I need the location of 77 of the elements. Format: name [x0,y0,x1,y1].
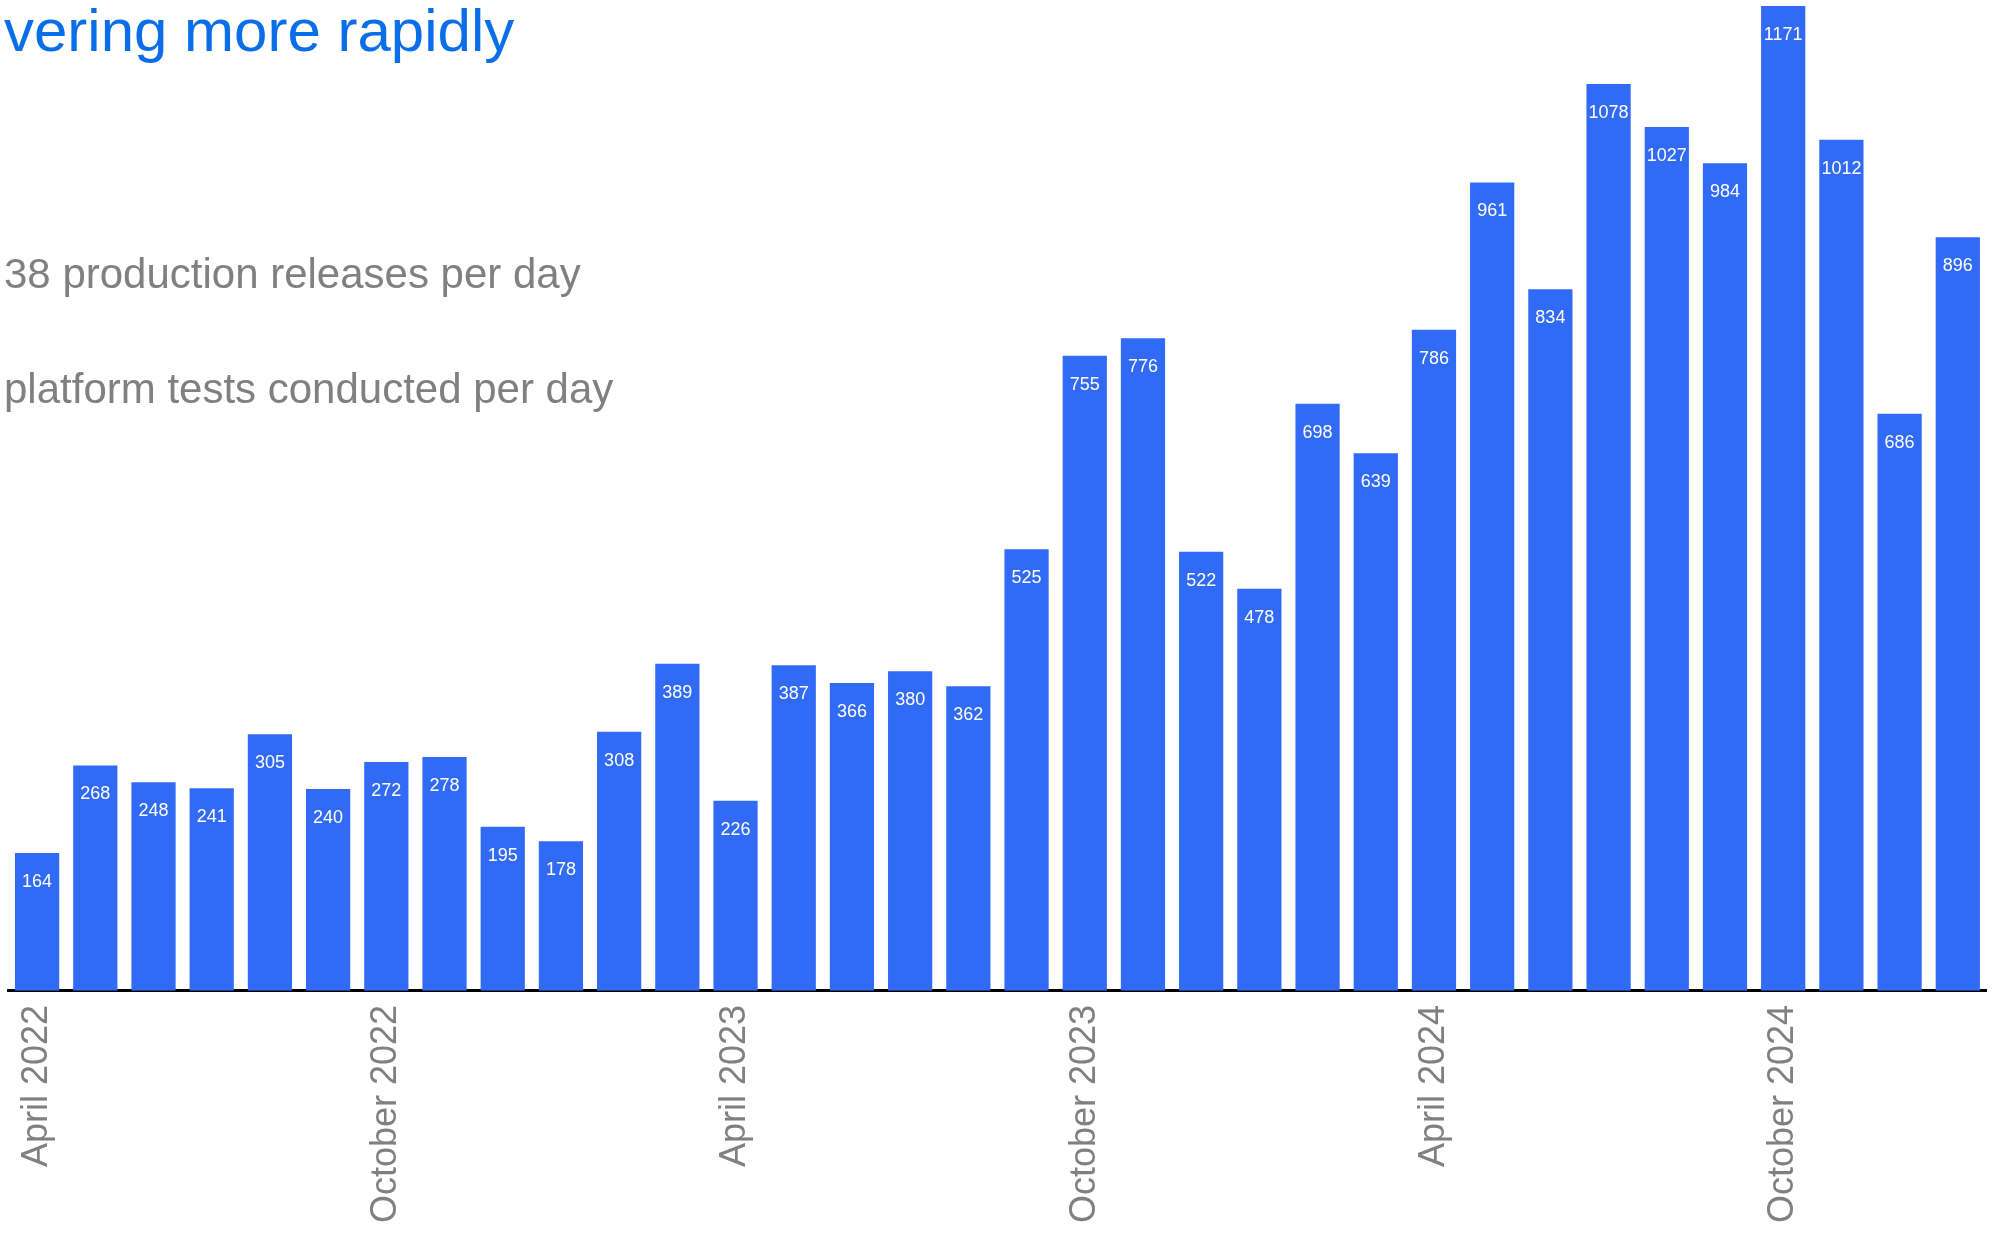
data-label: 268 [80,783,111,804]
data-label: 522 [1186,569,1217,590]
bar [713,800,758,991]
data-label: 380 [895,689,926,710]
data-label: 272 [371,780,402,801]
bar [1004,549,1049,991]
bar [1120,338,1166,991]
bar [1411,329,1457,991]
data-label: 248 [138,800,169,821]
data-label: 308 [604,749,635,770]
x-tick-label: October 2022 [363,1004,405,1224]
bar [1353,453,1398,991]
data-label: 984 [1709,181,1741,202]
bar [73,765,118,991]
bar [1295,403,1340,991]
data-label: 387 [778,683,809,704]
bar [306,788,351,991]
bar [1877,413,1922,991]
data-label: 366 [836,700,867,721]
bar [1761,5,1806,991]
data-label: 1078 [1588,102,1629,123]
data-label: 786 [1418,347,1449,368]
x-tick-label: October 2024 [1760,1004,1802,1224]
chart-title: vering more rapidly [4,0,515,65]
bar [247,734,293,991]
bar [655,663,700,991]
bar [364,762,409,991]
bar [597,731,642,991]
bar [1062,355,1107,991]
data-label: 834 [1535,307,1566,328]
bar [480,826,525,991]
bar [946,686,991,991]
data-label: 698 [1302,421,1333,442]
bar [1470,182,1515,991]
data-label: 525 [1011,567,1042,588]
data-label: 164 [22,870,53,891]
data-label: 226 [720,818,751,839]
data-label: 195 [487,844,518,865]
bar [14,852,60,991]
data-label: 389 [662,681,693,702]
x-tick-label: April 2023 [712,1004,754,1167]
x-tick-label: April 2024 [1410,1004,1452,1167]
annotation: 38 production releases per day [4,250,581,298]
data-label: 896 [1942,255,1973,276]
bar [1179,551,1224,991]
data-label: 240 [313,806,344,827]
bar [422,757,467,991]
bar [829,683,875,991]
bar [1702,163,1748,991]
bar [1644,127,1689,991]
bar [189,788,234,991]
data-label: 178 [545,859,576,880]
data-label: 1012 [1821,157,1862,178]
data-label: 755 [1069,373,1100,394]
data-label: 241 [196,806,227,827]
annotation: platform tests conducted per day [4,365,614,413]
bar [1935,237,1980,991]
data-label: 478 [1244,606,1275,627]
data-label: 776 [1127,356,1158,377]
bar [771,665,816,991]
data-label: 686 [1884,431,1915,452]
data-label: 1027 [1646,144,1687,165]
data-label: 639 [1360,471,1391,492]
data-label: 278 [429,774,460,795]
bar [131,782,176,991]
x-tick-label: October 2023 [1061,1004,1103,1224]
bar [1819,139,1864,991]
x-tick-label: April 2022 [14,1004,56,1167]
bar [538,841,584,991]
bar [888,671,933,991]
bar [1586,84,1631,991]
data-label: 362 [953,704,984,725]
data-label: 961 [1477,200,1508,221]
bar [1237,588,1282,991]
data-label: 305 [254,752,285,773]
bar [1528,289,1573,991]
data-label: 1171 [1763,23,1803,44]
